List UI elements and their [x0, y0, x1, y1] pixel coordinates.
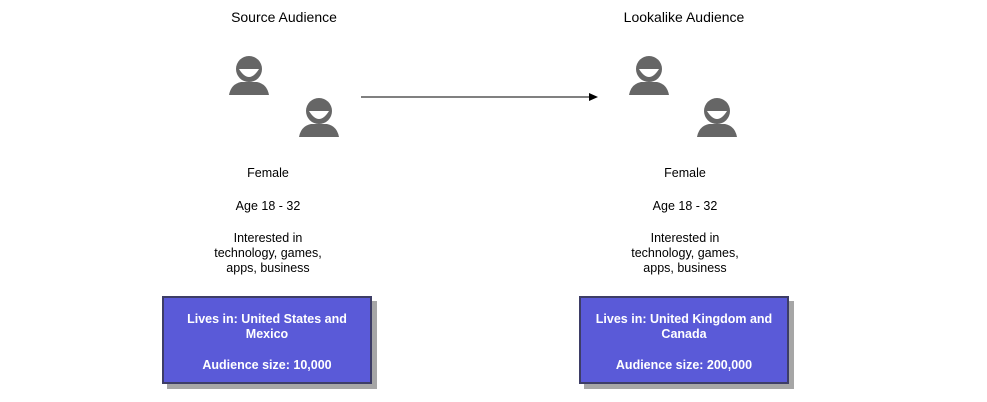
- location-line: Canada: [661, 327, 707, 341]
- person-icon: [629, 55, 669, 95]
- audience-size: Audience size: 200,000: [615, 358, 753, 372]
- arrow-right-icon: [361, 93, 598, 101]
- interest-line: apps, business: [643, 261, 727, 275]
- interest-line: Interested in: [233, 231, 303, 245]
- source-age: Age 18 - 32: [235, 199, 301, 213]
- audience-size: Audience size: 10,000: [202, 358, 332, 372]
- source-interests: Interested in technology, games, apps, b…: [178, 231, 358, 276]
- lookalike-interests: Interested in technology, games, apps, b…: [595, 231, 775, 276]
- person-icon: [697, 97, 737, 137]
- person-icon: [229, 55, 269, 95]
- source-location-box: Lives in: United States and Mexico Audie…: [162, 296, 372, 384]
- lookalike-age: Age 18 - 32: [652, 199, 718, 213]
- source-gender: Female: [247, 166, 289, 180]
- interest-line: technology, games,: [214, 246, 322, 260]
- interest-line: Interested in: [650, 231, 720, 245]
- source-title: Source Audience: [231, 9, 337, 25]
- location-line: Lives in: United States and: [187, 312, 347, 326]
- lookalike-title: Lookalike Audience: [623, 9, 745, 25]
- location-line: Lives in: United Kingdom and: [595, 312, 773, 326]
- lookalike-location-box: Lives in: United Kingdom and Canada Audi…: [579, 296, 789, 384]
- interest-line: apps, business: [226, 261, 310, 275]
- location-line: Mexico: [245, 327, 289, 341]
- interest-line: technology, games,: [631, 246, 739, 260]
- person-icon: [299, 97, 339, 137]
- lookalike-gender: Female: [664, 166, 706, 180]
